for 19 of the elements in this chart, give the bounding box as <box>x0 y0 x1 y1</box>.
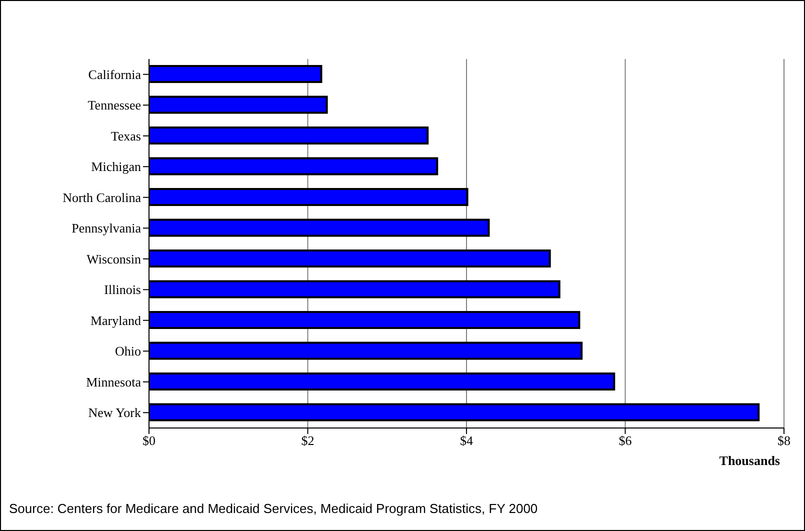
y-tick-label: Tennessee <box>88 98 142 113</box>
y-tick-label: Illinois <box>104 282 141 298</box>
y-tick-label: Minnesota <box>86 374 142 390</box>
x-tick-label: $8 <box>778 433 790 448</box>
x-tick-label: $2 <box>301 433 314 448</box>
y-tick-label: California <box>88 66 142 82</box>
y-tick-label: Ohio <box>115 344 141 359</box>
y-tick-label: Pennsylvania <box>72 220 142 236</box>
x-tick-label: $4 <box>460 433 474 448</box>
y-tick-label: Wisconsin <box>86 251 142 266</box>
y-tick-label: Texas <box>110 128 141 144</box>
x-tick-label: $6 <box>618 433 632 448</box>
y-tick-label: New York <box>88 405 142 420</box>
y-tick-label: North Carolina <box>62 190 142 205</box>
x-axis-title: Thousands <box>719 453 780 469</box>
source-note: Source: Centers for Medicare and Medicaid Services, Medicaid Program Statistics, FY 2000 <box>9 501 538 516</box>
x-tick-label: $0 <box>142 433 156 448</box>
y-tick-label: Maryland <box>90 312 142 328</box>
y-tick-label: Michigan <box>91 159 142 174</box>
